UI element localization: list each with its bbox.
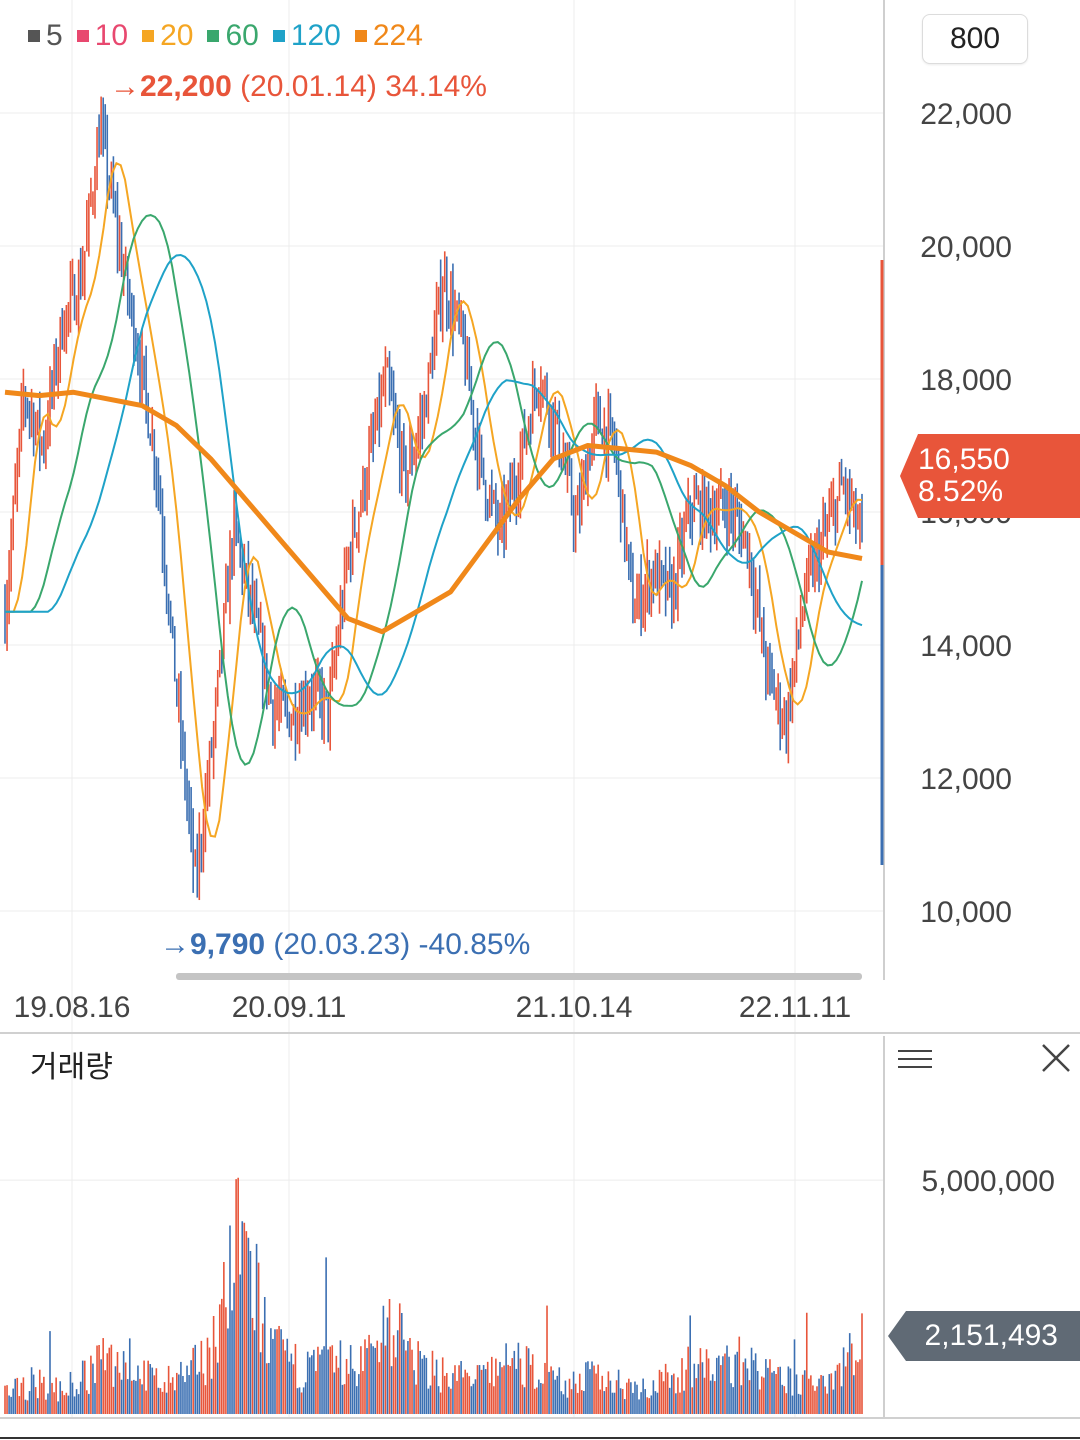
legend-label: 60: [225, 19, 259, 52]
volume-panel-title: 거래량: [30, 1051, 113, 1084]
current-price-badge: 16,550 8.52%: [900, 434, 1080, 518]
candle-count-button[interactable]: 800: [922, 14, 1028, 64]
scrollbar[interactable]: [176, 973, 862, 980]
legend-swatch: [272, 30, 285, 42]
time-axis-label: 19.08.16: [14, 991, 131, 1024]
time-axis-label: 20.09.11: [232, 991, 347, 1024]
price-axis-label: 12,000: [920, 763, 1012, 796]
current-change: 8.52%: [918, 475, 1004, 508]
arrow-icon: →: [160, 928, 190, 961]
volume-axis-label: 5,000,000: [922, 1165, 1055, 1198]
time-axis-label: 21.10.14: [516, 991, 633, 1024]
legend-item-224[interactable]: 224: [354, 19, 423, 53]
price-axis-label: 22,000: [920, 98, 1012, 131]
legend-label: 224: [372, 19, 423, 52]
current-price: 16,550: [918, 443, 1010, 476]
legend-label: 20: [160, 19, 194, 52]
price-axis-label: 14,000: [920, 630, 1012, 663]
close-icon[interactable]: [1038, 1040, 1074, 1076]
legend-item-20[interactable]: 20: [142, 19, 193, 53]
legend-swatch: [28, 30, 40, 42]
legend-label: 120: [290, 19, 341, 52]
max-date: (20.01.14): [240, 70, 377, 103]
legend-item-120[interactable]: 120: [272, 19, 341, 53]
price-axis-label: 18,000: [920, 364, 1012, 397]
legend-item-60[interactable]: 60: [207, 19, 259, 53]
ma-line: [5, 214, 863, 766]
ma224-line: [4, 389, 863, 635]
max-price-annotation: →22,200 (20.01.14) 34.14%: [110, 70, 487, 104]
legend-swatch: [76, 30, 89, 42]
legend-swatch: [207, 30, 220, 42]
max-pct: 34.14%: [385, 70, 487, 103]
price-axis-label: 20,000: [920, 231, 1012, 264]
ma-line: [5, 161, 863, 838]
legend-item-10[interactable]: 10: [76, 19, 129, 53]
price-axis-label: 10,000: [920, 896, 1012, 929]
min-date: (20.03.23): [273, 928, 411, 961]
last-volume-badge: 2,151,493: [888, 1311, 1080, 1361]
min-value: 9,790: [190, 928, 266, 961]
legend-swatch: [142, 30, 155, 42]
legend-item-5[interactable]: 5: [28, 19, 63, 53]
time-axis-label: 22.11.11: [739, 991, 851, 1024]
max-value: 22,200: [140, 70, 232, 103]
menu-icon[interactable]: [898, 1044, 932, 1074]
min-price-annotation: →9,790 (20.03.23) -40.85%: [160, 928, 530, 962]
legend-label: 10: [94, 19, 129, 52]
legend-swatch: [354, 30, 367, 42]
arrow-icon: →: [110, 70, 140, 103]
ma-legend: 5 10 20 60 120 224: [28, 16, 423, 56]
ma-line: [5, 253, 863, 696]
legend-label: 5: [46, 19, 63, 52]
min-pct: -40.85%: [418, 928, 531, 961]
